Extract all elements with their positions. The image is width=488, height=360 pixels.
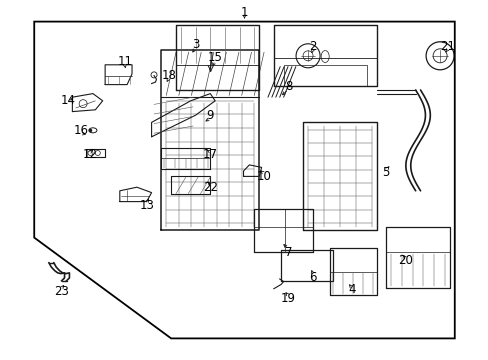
- Text: 19: 19: [281, 292, 295, 305]
- Text: 16: 16: [73, 124, 88, 137]
- Text: 5: 5: [382, 166, 389, 179]
- Text: 15: 15: [207, 51, 222, 64]
- Text: 8: 8: [284, 80, 292, 93]
- Text: 18: 18: [161, 69, 176, 82]
- Text: 17: 17: [203, 148, 217, 161]
- Text: 10: 10: [256, 170, 271, 183]
- Text: 11: 11: [117, 55, 132, 68]
- Text: 7: 7: [284, 246, 292, 258]
- Text: 12: 12: [83, 148, 98, 161]
- Text: 22: 22: [203, 181, 217, 194]
- Text: 13: 13: [139, 199, 154, 212]
- Text: 14: 14: [61, 94, 76, 107]
- Text: 23: 23: [54, 285, 68, 298]
- Text: 3: 3: [191, 39, 199, 51]
- Text: 21: 21: [439, 40, 454, 53]
- Text: 20: 20: [398, 255, 412, 267]
- Text: 9: 9: [206, 109, 214, 122]
- Text: 2: 2: [308, 40, 316, 53]
- Text: 1: 1: [240, 6, 248, 19]
- Text: 6: 6: [308, 271, 316, 284]
- Text: 4: 4: [347, 283, 355, 296]
